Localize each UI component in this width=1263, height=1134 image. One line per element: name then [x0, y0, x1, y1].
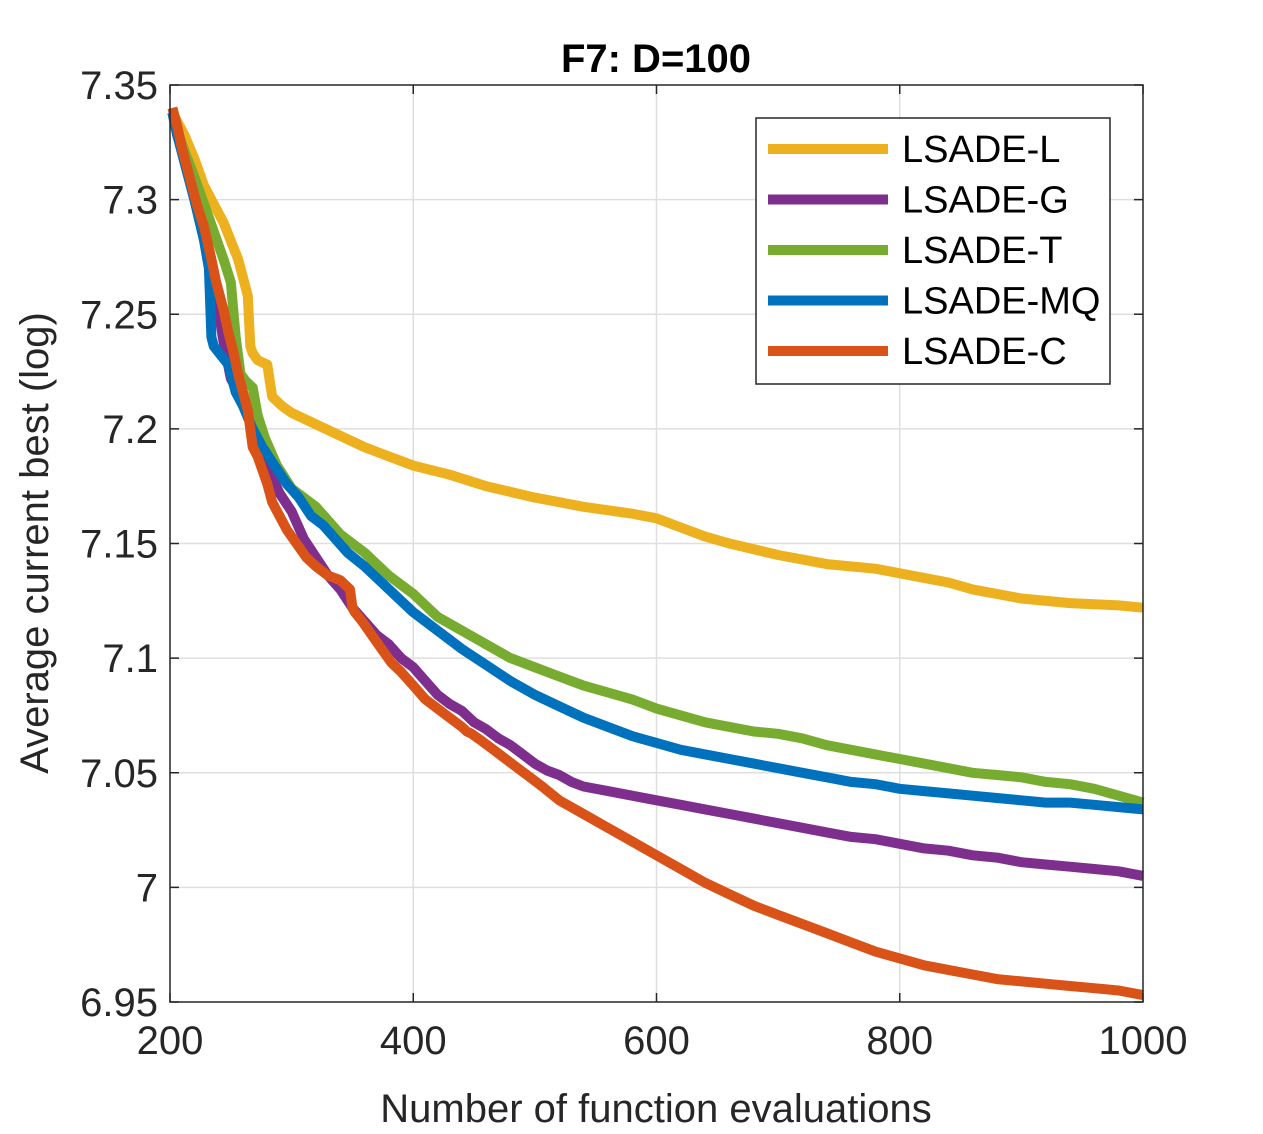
y-tick-label: 7.05 [80, 752, 158, 796]
legend-label: LSADE-MQ [902, 281, 1100, 323]
legend-label: LSADE-G [902, 180, 1069, 222]
y-tick-label: 7.35 [80, 64, 158, 108]
legend: LSADE-L LSADE-G LSADE-T LSADE-MQ LSADE-C [755, 117, 1111, 385]
x-tick-label: 1000 [1099, 1019, 1188, 1063]
series-line-lsade-c [167, 106, 1144, 1001]
y-tick-label: 7.15 [80, 523, 158, 567]
chart-title: F7: D=100 [561, 37, 751, 81]
series-lines [167, 106, 1145, 1001]
x-axis-ticks: 200 400 600 800 1000 [137, 85, 1188, 1063]
x-tick-label: 600 [623, 1019, 690, 1063]
x-axis-label: Number of function evaluations [380, 1087, 931, 1131]
x-tick-label: 200 [137, 1019, 204, 1063]
legend-label: LSADE-T [902, 230, 1062, 272]
y-axis-label: Average current best (log) [13, 312, 57, 774]
y-tick-label: 6.95 [80, 981, 158, 1025]
series-line-lsade-mq [167, 111, 1144, 815]
legend-label: LSADE-C [902, 331, 1067, 373]
y-tick-label: 7.25 [80, 293, 158, 337]
y-tick-label: 7.3 [102, 179, 158, 223]
legend-label: LSADE-L [902, 129, 1060, 171]
series-line-lsade-l [167, 110, 1144, 613]
y-tick-label: 7 [136, 866, 158, 910]
y-axis-ticks: 6.95 7 7.05 7.1 7.15 7.2 7.25 7.3 7.35 [80, 64, 1143, 1025]
legend-items: LSADE-L LSADE-G LSADE-T LSADE-MQ LSADE-C [768, 129, 1100, 373]
x-tick-label: 800 [866, 1019, 933, 1063]
y-tick-label: 7.1 [102, 637, 158, 681]
x-tick-label: 400 [380, 1019, 447, 1063]
y-tick-label: 7.2 [102, 408, 158, 452]
